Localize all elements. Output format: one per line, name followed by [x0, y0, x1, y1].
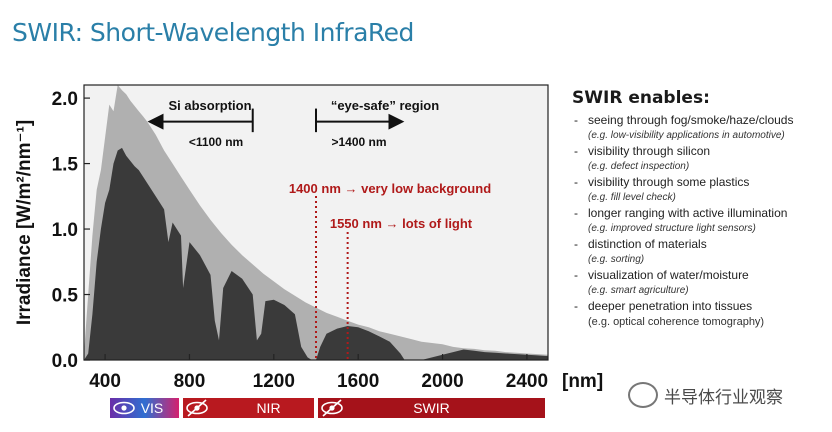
benefits-heading: SWIR enables:	[572, 88, 710, 108]
annotation-eye-safe: “eye-safe” region	[331, 98, 439, 113]
benefit-text: deeper penetration into tissues	[588, 299, 753, 313]
watermark: 半导体行业观察	[628, 382, 783, 408]
annotation-1550nm: 1550 nm → lots of light	[330, 216, 473, 231]
y-axis-label: Irradiance [W/m²/nm⁻¹]	[14, 120, 35, 325]
benefit-example: (e.g. sorting)	[588, 254, 645, 265]
bullet-dash: -	[574, 175, 578, 189]
x-axis-label: [nm]	[562, 371, 603, 392]
eye-slash-icon	[322, 399, 342, 417]
annotation-1400nm: 1400 nm → very low background	[289, 181, 491, 196]
eye-icon	[113, 401, 135, 415]
y-tick-label: 0.5	[52, 286, 79, 307]
benefit-text: longer ranging with active illumination	[588, 206, 788, 220]
benefit-example: (e.g. defect inspection)	[588, 161, 690, 172]
wechat-logo-icon	[628, 382, 658, 408]
x-tick-label: 1200	[253, 371, 295, 392]
x-tick-label: 2400	[506, 371, 548, 392]
benefit-item: - visualization of water/moisture (e.g. sm…	[572, 268, 830, 299]
eye-pupil-icon	[121, 405, 127, 411]
annotation-si-absorption: Si absorption	[168, 98, 251, 113]
benefit-item: - visibility through silicon (e.g. defect …	[572, 144, 830, 175]
watermark-text: 半导体行业观察	[664, 387, 783, 408]
benefit-item: - deeper penetration into tissues (e.g. op…	[572, 299, 830, 330]
band-label-swir: SWIR	[413, 400, 450, 416]
y-tick-label: 0.0	[52, 351, 78, 372]
benefit-example: (e.g. improved structure light sensors)	[588, 223, 756, 234]
benefit-item: - longer ranging with active illumination…	[572, 206, 830, 237]
band-nir	[183, 398, 314, 418]
x-tick-label: 400	[89, 371, 121, 392]
benefit-item: - visibility through some plastics (e.g. f…	[572, 175, 830, 206]
series-area-ground-level	[84, 147, 548, 360]
benefit-example: (e.g. optical coherence tomography)	[588, 316, 765, 328]
benefit-text: visibility through silicon	[588, 144, 711, 158]
bullet-dash: -	[574, 113, 578, 127]
bullet-dash: -	[574, 206, 578, 220]
x-tick-label: 800	[174, 371, 206, 392]
bullet-dash: -	[574, 299, 578, 313]
bullet-dash: -	[574, 237, 578, 251]
x-tick-label: 2000	[421, 371, 463, 392]
annotation-eye-safe-range: >1400 nm	[331, 135, 386, 149]
y-tick-label: 2.0	[52, 89, 78, 110]
benefit-text: seeing through fog/smoke/haze/clouds	[588, 113, 794, 127]
swir-benefits-panel: SWIR enables: - seeing through fog/smoke/…	[572, 88, 830, 330]
benefit-text: visibility through some plastics	[588, 175, 750, 189]
plot-frame	[83, 84, 549, 361]
benefit-example: (e.g. low-visibility applications in aut…	[588, 130, 785, 141]
band-label-vis: VIS	[141, 400, 164, 416]
eye-icon	[186, 401, 208, 415]
band-label-nir: NIR	[256, 400, 280, 416]
benefit-item: - seeing through fog/smoke/haze/clouds (e.…	[572, 113, 830, 144]
band-swir	[318, 398, 545, 418]
x-tick-label: 1600	[337, 371, 379, 392]
benefit-text: visualization of water/moisture	[588, 268, 749, 282]
benefit-example: (e.g. fill level check)	[588, 192, 676, 203]
benefit-item: - distinction of materials (e.g. sorting)	[572, 237, 830, 268]
bullet-dash: -	[574, 144, 578, 158]
eye-icon	[321, 401, 343, 415]
benefit-text: distinction of materials	[588, 237, 707, 251]
benefit-example: (e.g. smart agriculture)	[588, 285, 689, 296]
annotation-si-range: <1100 nm	[189, 135, 243, 149]
page-title: SWIR: Short-Wavelength InfraRed	[12, 18, 414, 47]
eye-slash-icon	[187, 399, 207, 417]
y-tick-label: 1.5	[52, 155, 79, 176]
y-tick-label: 1.0	[52, 220, 78, 241]
bullet-dash: -	[574, 268, 578, 282]
